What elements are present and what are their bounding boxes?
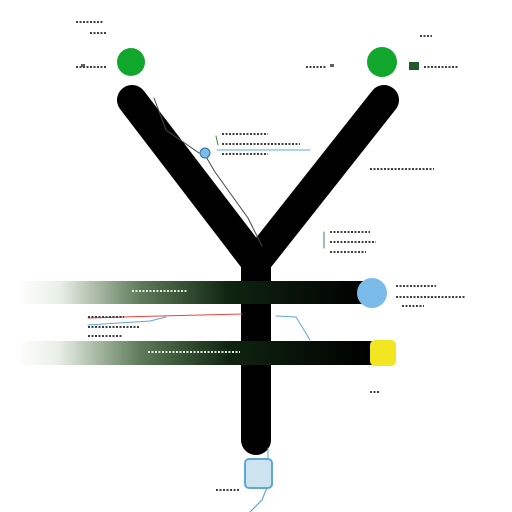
- bottom-blue-node: [244, 458, 273, 489]
- bar-labels: [132, 290, 240, 353]
- leader-right-blue: [275, 315, 311, 341]
- small-dot-marker-right: [330, 64, 334, 67]
- yen-structure: [16, 85, 399, 455]
- leader-light: [87, 316, 167, 326]
- small-green-marker: [409, 62, 419, 70]
- right-arm: [241, 85, 399, 277]
- leader-red: [87, 313, 243, 319]
- small-dot-marker-left: [81, 64, 85, 67]
- annotation-scribbles: [76, 21, 466, 491]
- mid-left-connector-node: [199, 147, 211, 159]
- leader-mid-left: [204, 154, 263, 247]
- upper-crossbar: [18, 281, 370, 304]
- right-lower-yellow-node: [370, 340, 396, 366]
- leader-lines: [87, 97, 325, 512]
- right-upper-blue-node: [357, 278, 387, 308]
- top-left-green-node: [117, 48, 145, 76]
- top-right-green-node: [367, 47, 397, 77]
- nodes: [81, 47, 419, 489]
- leader-top-left: [153, 97, 200, 154]
- leader-green-upper: [215, 135, 219, 146]
- left-arm: [117, 85, 271, 277]
